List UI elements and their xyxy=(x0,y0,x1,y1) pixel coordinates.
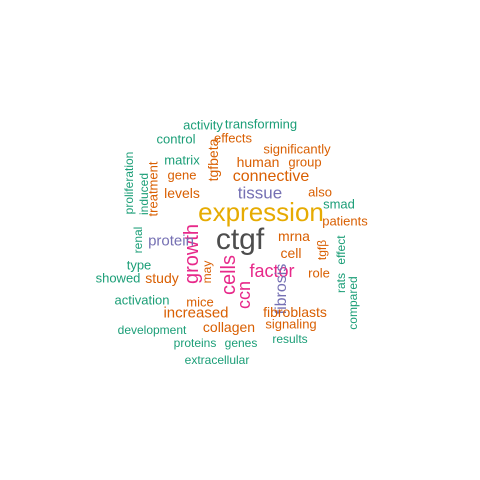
word-19: gene xyxy=(167,167,197,183)
word-39: renal xyxy=(131,226,145,254)
word-34: transforming xyxy=(224,116,298,132)
word-10: connective xyxy=(232,168,310,185)
word-23: also xyxy=(308,184,332,200)
word-18: human xyxy=(236,154,280,170)
word-47: extracellular xyxy=(184,353,250,367)
word-21: role xyxy=(308,265,330,281)
word-15: mrna xyxy=(278,228,310,244)
word-24: group xyxy=(288,154,322,170)
word-44: proteins xyxy=(173,336,217,350)
word-25: significantly xyxy=(263,141,331,157)
word-1: ctgf xyxy=(215,223,265,256)
word-22: patients xyxy=(322,213,368,229)
word-40: type xyxy=(126,257,152,273)
word-9: protein xyxy=(148,232,194,250)
word-50: compared xyxy=(346,276,360,330)
word-20: study xyxy=(145,270,179,286)
word-30: mice xyxy=(186,294,214,310)
word-45: genes xyxy=(224,336,258,350)
word-32: matrix xyxy=(164,152,200,168)
word-41: showed xyxy=(95,270,141,286)
word-26: effects xyxy=(213,130,253,146)
word-29: tgfβ xyxy=(315,239,329,261)
word-7: tissue xyxy=(237,183,283,203)
word-35: activity xyxy=(183,117,223,133)
word-13: collagen xyxy=(202,319,256,335)
word-27: signaling xyxy=(265,316,317,332)
word-4: factor xyxy=(249,261,295,281)
word-33: smad xyxy=(323,196,355,212)
word-12: increased xyxy=(163,304,229,322)
word-16: cell xyxy=(280,245,302,261)
word-14: fibroblasts xyxy=(263,304,327,320)
word-46: results xyxy=(272,332,308,346)
word-43: development xyxy=(117,323,187,337)
word-37: proliferation xyxy=(122,151,136,215)
word-36: control xyxy=(156,131,196,147)
word-42: activation xyxy=(114,292,170,308)
word-2: expression xyxy=(198,197,324,227)
word-38: induced xyxy=(137,172,151,216)
word-31: may xyxy=(200,260,214,284)
word-17: levels xyxy=(164,185,200,201)
word-49: effect xyxy=(334,235,348,265)
word-6: ccn xyxy=(234,280,254,310)
